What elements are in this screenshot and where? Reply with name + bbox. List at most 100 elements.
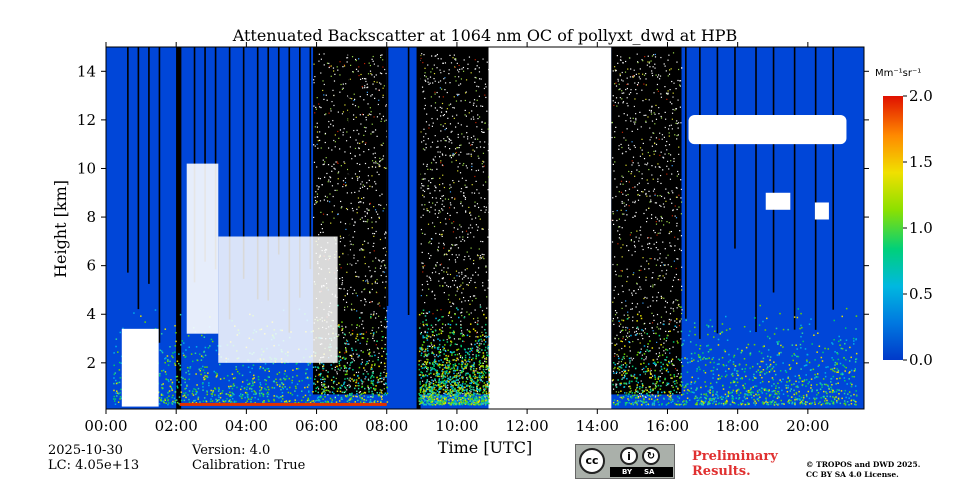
aerosol-pixel — [442, 371, 444, 373]
noise-pixel — [662, 156, 664, 158]
noise-pixel — [434, 156, 436, 158]
noise-pixel — [361, 323, 363, 325]
noise-pixel — [437, 250, 439, 252]
aerosol-pixel — [281, 386, 284, 389]
aerosol-pixel — [445, 380, 448, 382]
noise-pixel — [342, 186, 344, 188]
noise-pixel — [653, 150, 655, 153]
noise-pixel — [477, 169, 480, 171]
aerosol-pixel — [442, 397, 445, 399]
noise-pixel — [331, 149, 333, 151]
noise-pixel — [362, 243, 364, 246]
aerosol-pixel — [449, 375, 452, 378]
noise-pixel — [620, 191, 623, 193]
noise-pixel — [651, 106, 653, 108]
aerosol-pixel — [297, 367, 300, 370]
aerosol-pixel — [337, 387, 340, 390]
noise-pixel — [439, 211, 441, 213]
aerosol-pixel — [330, 379, 333, 381]
noise-pixel — [386, 325, 388, 328]
aerosol-pixel — [113, 373, 116, 376]
noise-pixel — [354, 221, 356, 223]
aerosol-pixel — [475, 389, 477, 392]
noise-pixel — [640, 269, 642, 271]
noise-pixel — [320, 211, 322, 213]
noise-pixel — [449, 123, 452, 125]
noise-pixel — [484, 122, 486, 124]
noise-pixel — [662, 169, 664, 171]
aerosol-pixel — [433, 363, 435, 366]
noise-pixel — [649, 305, 652, 307]
noise-pixel — [428, 381, 430, 383]
noise-pixel — [661, 297, 663, 299]
noise-pixel — [672, 192, 674, 194]
noise-pixel — [425, 80, 427, 82]
noise-pixel — [673, 329, 675, 331]
aerosol-pixel — [482, 365, 484, 367]
aerosol-pixel — [473, 401, 476, 404]
aerosol-pixel — [469, 368, 472, 370]
noise-pixel — [430, 336, 432, 338]
noise-pixel — [653, 319, 655, 322]
aerosol-pixel — [433, 353, 435, 356]
noise-pixel — [638, 269, 640, 272]
aerosol-pixel — [464, 367, 467, 369]
noise-pixel — [637, 194, 639, 196]
aerosol-pixel — [266, 368, 268, 370]
noise-pixel — [658, 352, 661, 354]
noise-pixel — [623, 374, 626, 376]
noise-pixel — [467, 233, 469, 235]
aerosol-pixel — [119, 396, 122, 398]
aerosol-pixel — [445, 385, 447, 387]
aerosol-pixel — [441, 380, 443, 383]
noise-pixel — [469, 101, 471, 103]
aerosol-pixel — [458, 363, 460, 365]
aerosol-pixel — [474, 340, 477, 342]
aerosol-pixel — [454, 393, 457, 396]
noise-pixel — [344, 295, 346, 297]
aerosol-pixel — [204, 378, 207, 380]
aerosol-pixel — [170, 387, 173, 390]
noise-pixel — [367, 228, 369, 230]
noise-pixel — [631, 294, 634, 296]
noise-pixel — [619, 367, 621, 369]
noise-pixel — [473, 102, 475, 104]
noise-pixel — [341, 88, 344, 90]
aerosol-pixel — [457, 399, 460, 402]
noise-pixel — [615, 383, 617, 385]
noise-pixel — [348, 332, 351, 334]
noise-pixel — [474, 81, 476, 83]
noise-pixel — [616, 264, 618, 266]
aerosol-pixel — [340, 398, 343, 400]
aerosol-pixel — [241, 397, 243, 400]
aerosol-pixel — [369, 400, 372, 403]
aerosol-pixel — [461, 403, 464, 405]
noise-pixel — [645, 98, 647, 100]
aerosol-pixel — [476, 402, 479, 405]
aerosol-pixel — [114, 379, 117, 382]
aerosol-pixel — [464, 359, 466, 361]
aerosol-pixel — [465, 351, 467, 353]
aerosol-pixel — [254, 396, 256, 399]
noise-pixel — [337, 178, 339, 180]
aerosol-pixel — [454, 343, 457, 345]
noise-pixel — [354, 98, 356, 100]
noise-pixel — [478, 157, 480, 159]
noise-pixel — [668, 132, 670, 134]
noise-pixel — [352, 353, 354, 355]
aerosol-pixel — [246, 386, 248, 388]
aerosol-pixel — [436, 334, 438, 336]
noise-pixel — [634, 246, 636, 248]
aerosol-pixel — [485, 394, 487, 396]
aerosol-pixel — [456, 369, 459, 371]
aerosol-pixel — [433, 384, 435, 387]
dropout-line — [277, 47, 280, 255]
aerosol-pixel — [453, 403, 456, 406]
noise-pixel — [359, 391, 362, 393]
aerosol-pixel — [419, 332, 422, 335]
noise-pixel — [363, 249, 365, 251]
noise-pixel — [454, 66, 456, 68]
noise-pixel — [329, 177, 332, 179]
noise-pixel — [665, 144, 667, 147]
noise-pixel — [434, 91, 436, 93]
